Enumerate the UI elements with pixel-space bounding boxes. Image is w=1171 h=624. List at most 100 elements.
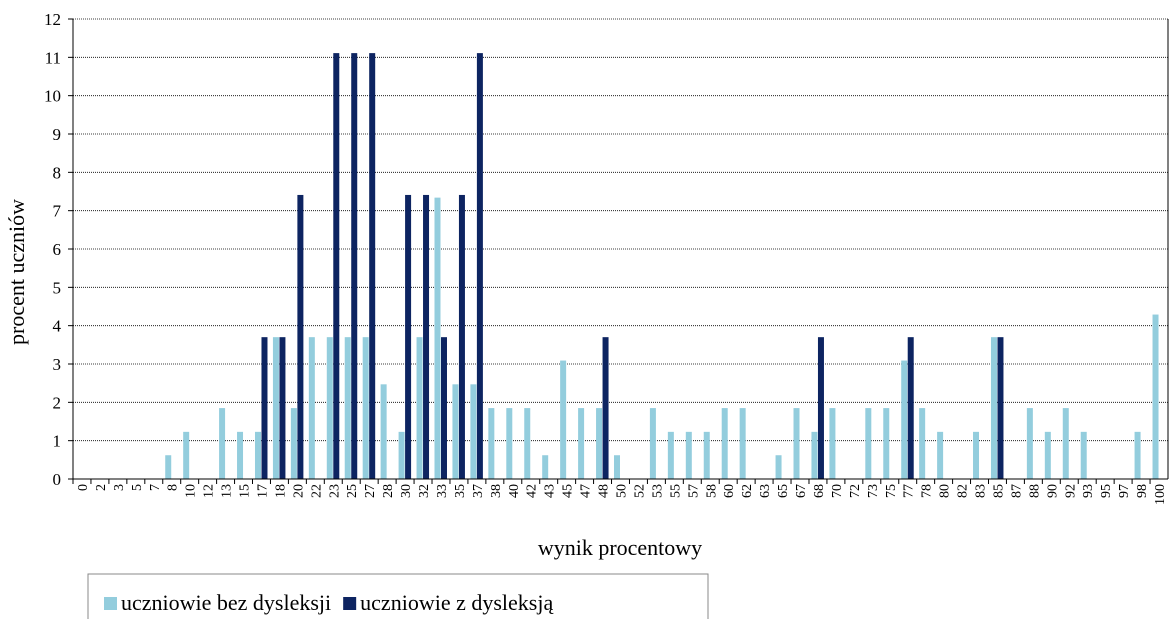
y-tick-label: 11 xyxy=(45,48,61,67)
bar xyxy=(997,337,1004,479)
bar xyxy=(937,431,944,479)
bar xyxy=(973,431,980,479)
x-tick-label: 2 xyxy=(94,484,109,491)
bar xyxy=(165,455,172,479)
x-tick-label: 20 xyxy=(291,484,306,498)
x-tick-label: 3 xyxy=(112,484,127,491)
x-tick-label: 68 xyxy=(812,484,827,498)
x-tick-label: 0 xyxy=(76,484,91,491)
x-tick-label: 27 xyxy=(363,484,378,498)
bar xyxy=(602,337,609,479)
x-tick-label: 12 xyxy=(202,484,217,498)
legend-label: uczniowie bez dysleksji xyxy=(121,590,331,615)
bar xyxy=(901,360,908,479)
x-tick-label: 75 xyxy=(884,484,899,498)
bar xyxy=(721,408,728,479)
x-tick-label: 17 xyxy=(255,484,270,498)
x-tick-label: 22 xyxy=(309,484,324,498)
bar xyxy=(1080,431,1087,479)
x-tick-label: 15 xyxy=(238,484,253,498)
bar xyxy=(829,408,836,479)
x-tick-label: 35 xyxy=(453,484,468,498)
x-tick-label: 53 xyxy=(650,484,665,498)
x-tick-label: 72 xyxy=(848,484,863,498)
x-tick-label: 55 xyxy=(668,484,683,498)
x-tick-label: 87 xyxy=(1009,484,1024,498)
x-tick-label: 48 xyxy=(597,484,612,498)
bar xyxy=(261,337,268,479)
bar xyxy=(183,431,190,479)
y-tick-label: 12 xyxy=(44,10,61,29)
x-tick-label: 7 xyxy=(148,484,163,491)
bar xyxy=(919,408,926,479)
bar xyxy=(434,197,441,479)
bar xyxy=(990,337,997,479)
legend-swatch xyxy=(343,597,357,610)
bar xyxy=(416,337,423,479)
x-tick-label: 90 xyxy=(1045,484,1060,498)
x-tick-label: 47 xyxy=(579,484,594,498)
bar xyxy=(369,53,376,479)
bar xyxy=(237,431,244,479)
x-tick-label: 8 xyxy=(166,484,181,491)
y-tick-label: 6 xyxy=(53,240,62,259)
bar xyxy=(458,194,465,479)
legend-label: uczniowie z dysleksją xyxy=(360,590,553,615)
x-tick-label: 77 xyxy=(902,484,917,498)
x-tick-label: 23 xyxy=(327,484,342,498)
bar xyxy=(470,384,477,479)
y-axis-label: procent uczniów xyxy=(4,199,29,345)
x-tick-label: 33 xyxy=(435,484,450,498)
bar xyxy=(817,337,824,479)
bar xyxy=(907,337,914,479)
bar xyxy=(1062,408,1069,479)
bar xyxy=(703,431,710,479)
bar xyxy=(219,408,226,479)
x-tick-label: 100 xyxy=(1153,484,1168,505)
x-tick-label: 83 xyxy=(974,484,989,498)
bar xyxy=(423,194,430,479)
x-tick-label: 65 xyxy=(776,484,791,498)
y-tick-label: 8 xyxy=(53,163,62,182)
bar xyxy=(326,337,333,479)
x-tick-label: 32 xyxy=(417,484,432,498)
y-tick-label: 9 xyxy=(53,125,62,144)
bar xyxy=(380,384,387,479)
x-tick-label: 95 xyxy=(1099,484,1114,498)
bar xyxy=(308,337,315,479)
bar xyxy=(1134,431,1141,479)
x-tick-label: 60 xyxy=(722,484,737,498)
x-tick-label: 67 xyxy=(794,484,809,498)
bar xyxy=(649,408,656,479)
bar xyxy=(614,455,620,479)
x-tick-label: 13 xyxy=(220,484,235,498)
bar xyxy=(1026,408,1033,479)
x-tick-label: 58 xyxy=(704,484,719,498)
bar xyxy=(793,408,800,479)
x-tick-label: 28 xyxy=(381,484,396,498)
bar xyxy=(362,337,369,479)
bar xyxy=(667,431,674,479)
y-tick-label: 2 xyxy=(53,393,62,412)
bar xyxy=(333,53,340,479)
x-tick-label: 82 xyxy=(956,484,971,498)
x-tick-label: 37 xyxy=(471,484,486,498)
bar xyxy=(739,408,746,479)
bar xyxy=(272,337,279,479)
bar xyxy=(883,408,890,479)
x-tick-label: 92 xyxy=(1063,484,1078,498)
x-tick-label: 52 xyxy=(632,484,647,498)
bar xyxy=(811,431,818,479)
bar xyxy=(398,431,405,479)
y-tick-label: 5 xyxy=(53,278,62,297)
x-tick-label: 38 xyxy=(489,484,504,498)
bar xyxy=(685,431,692,479)
x-tick-label: 63 xyxy=(758,484,773,498)
x-tick-label: 30 xyxy=(399,484,414,498)
bar xyxy=(560,360,567,479)
bar xyxy=(542,455,549,479)
bar xyxy=(405,194,412,479)
x-tick-label: 78 xyxy=(920,484,935,498)
x-tick-label: 5 xyxy=(130,484,145,491)
x-tick-label: 88 xyxy=(1027,484,1042,498)
